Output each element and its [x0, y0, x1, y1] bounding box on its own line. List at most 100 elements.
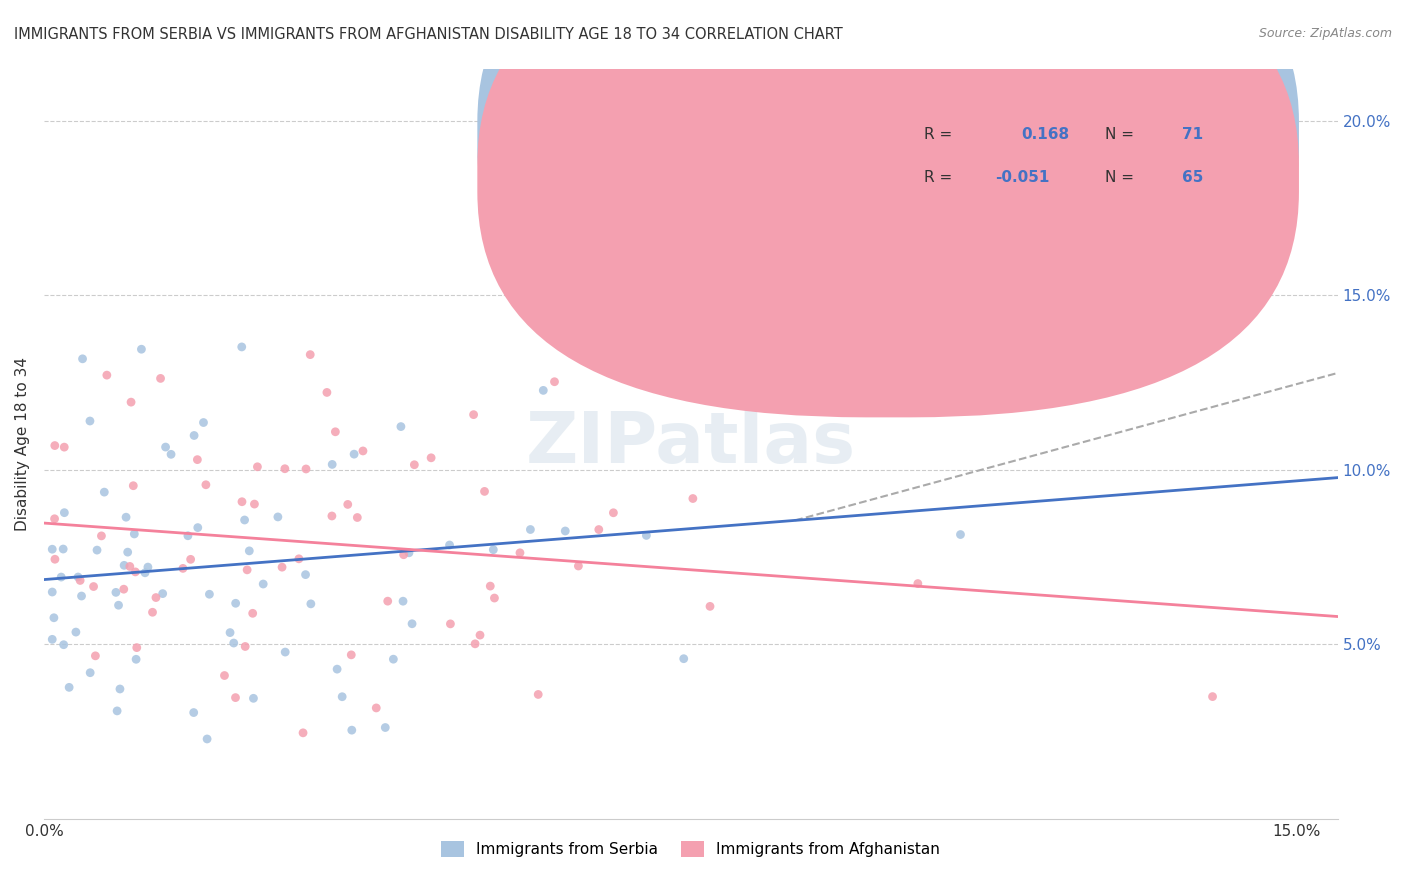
Point [699, 599, 721, 614]
Point [84, 648, 107, 663]
Point [118, 559, 141, 574]
Point [225, 596, 247, 610]
Point [509, 546, 531, 560]
Point [299, 348, 322, 362]
Point [1201, 690, 1223, 704]
Point [105, 704, 128, 718]
Legend: Immigrants from Serbia, Immigrants from Afghanistan: Immigrants from Serbia, Immigrants from … [436, 836, 946, 863]
Point [112, 582, 135, 597]
Point [134, 566, 156, 580]
Point [316, 385, 339, 400]
Point [51, 570, 73, 584]
Point [222, 636, 245, 650]
Point [79, 414, 101, 428]
Point [214, 668, 236, 682]
Point [321, 458, 343, 472]
Point [352, 444, 374, 458]
Point [122, 479, 145, 493]
Text: ZIPatlas: ZIPatlas [526, 409, 856, 478]
Point [366, 701, 388, 715]
Text: N =: N = [1105, 127, 1133, 142]
Point [464, 637, 486, 651]
Point [104, 585, 127, 599]
Point [243, 497, 266, 511]
Point [474, 484, 496, 499]
Point [44, 512, 66, 526]
Point [238, 544, 260, 558]
Point [125, 640, 148, 655]
Point [155, 440, 177, 454]
Point [326, 662, 349, 676]
Text: 65: 65 [1182, 169, 1204, 185]
Point [149, 371, 172, 385]
Point [294, 567, 316, 582]
Point [67, 570, 90, 584]
Point [463, 408, 485, 422]
Point [377, 594, 399, 608]
Point [195, 731, 218, 746]
Point [325, 425, 347, 439]
Point [69, 574, 91, 588]
Point [65, 625, 87, 640]
Point [398, 546, 420, 560]
Point [672, 651, 695, 665]
Point [53, 440, 76, 454]
Point [346, 510, 368, 524]
Point [58, 681, 80, 695]
Point [484, 591, 506, 605]
Point [41, 542, 63, 557]
Point [112, 558, 135, 573]
Point [219, 625, 242, 640]
Point [682, 491, 704, 506]
Text: R =: R = [924, 127, 952, 142]
Y-axis label: Disability Age 18 to 34: Disability Age 18 to 34 [15, 357, 30, 531]
Point [340, 648, 363, 662]
Point [389, 419, 412, 434]
Point [125, 652, 148, 666]
Point [519, 523, 541, 537]
Point [90, 529, 112, 543]
Point [53, 506, 76, 520]
Point [160, 447, 183, 461]
Point [401, 616, 423, 631]
Point [343, 447, 366, 461]
Point [554, 524, 576, 538]
Point [330, 690, 353, 704]
Point [439, 616, 461, 631]
Point [108, 681, 131, 696]
Point [141, 605, 163, 619]
Point [242, 691, 264, 706]
FancyBboxPatch shape [478, 0, 1299, 375]
Point [41, 585, 63, 599]
Point [233, 640, 256, 654]
Point [72, 351, 94, 366]
Point [70, 589, 93, 603]
Point [124, 565, 146, 579]
Text: N =: N = [1105, 169, 1133, 185]
Point [439, 538, 461, 552]
Point [52, 542, 75, 557]
Point [41, 632, 63, 647]
Point [404, 458, 426, 472]
Point [187, 520, 209, 534]
Point [392, 548, 415, 562]
Point [531, 384, 554, 398]
Point [186, 452, 208, 467]
Text: 71: 71 [1182, 127, 1204, 142]
Point [567, 559, 589, 574]
Text: Source: ZipAtlas.com: Source: ZipAtlas.com [1258, 27, 1392, 40]
Point [96, 368, 118, 383]
Point [44, 552, 66, 566]
Text: IMMIGRANTS FROM SERBIA VS IMMIGRANTS FROM AFGHANISTAN DISABILITY AGE 18 TO 34 CO: IMMIGRANTS FROM SERBIA VS IMMIGRANTS FRO… [14, 27, 842, 42]
Point [267, 510, 290, 524]
Point [145, 591, 167, 605]
Text: -0.051: -0.051 [995, 169, 1049, 185]
Point [271, 560, 294, 574]
Point [52, 638, 75, 652]
Point [242, 607, 264, 621]
Point [107, 599, 129, 613]
Point [468, 628, 491, 642]
Point [194, 477, 217, 491]
Point [120, 395, 142, 409]
Point [274, 645, 297, 659]
